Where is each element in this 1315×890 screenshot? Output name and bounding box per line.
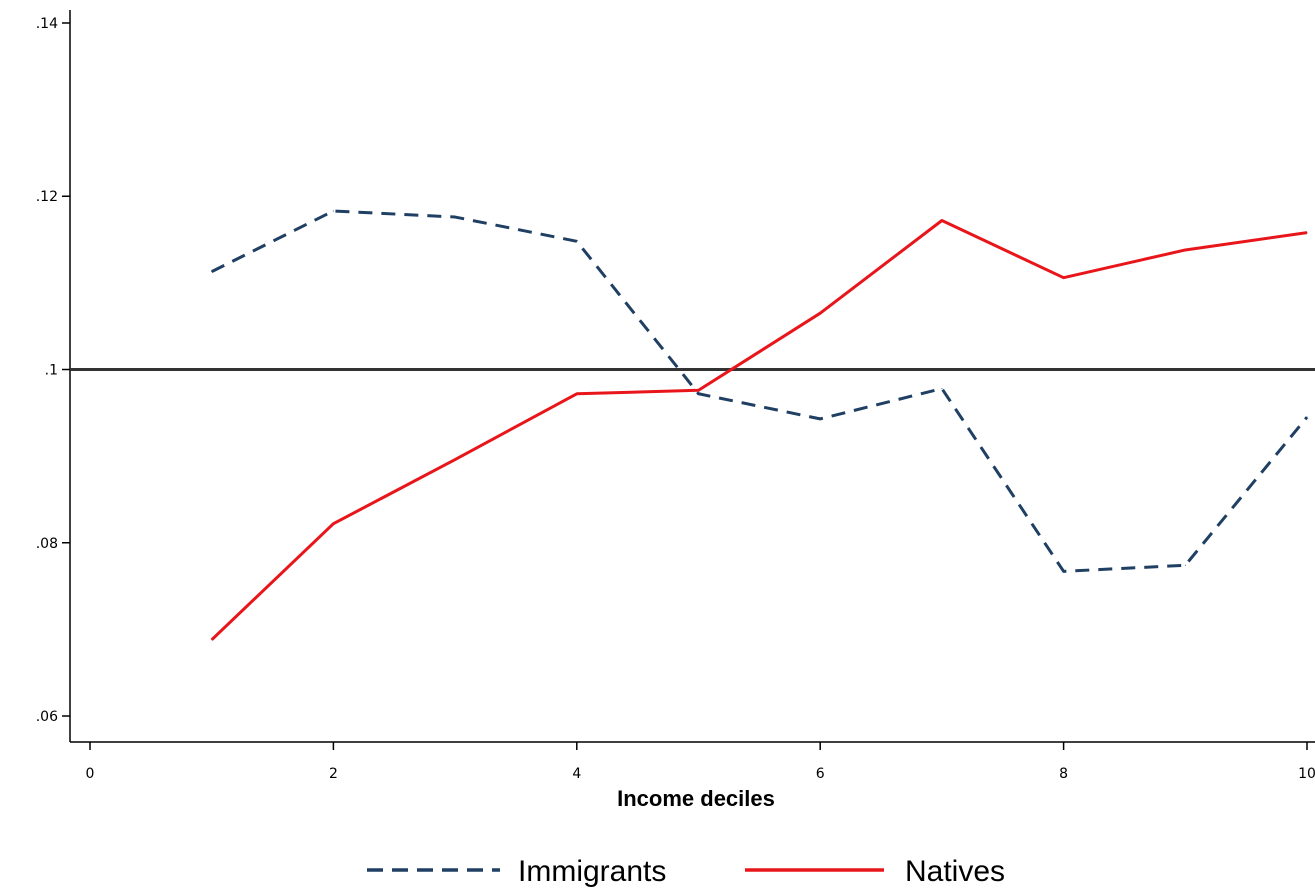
y-tick-label: .14 — [36, 16, 58, 32]
data-point-natives — [941, 220, 943, 222]
x-tick-label: 4 — [572, 766, 581, 782]
data-point-immigrants — [211, 271, 213, 273]
x-axis-title: Income deciles — [617, 786, 775, 811]
data-point-natives — [332, 523, 334, 525]
data-point-immigrants — [819, 418, 821, 420]
legend-label-natives: Natives — [905, 855, 1005, 888]
x-ticks: 0 2 4 6 8 10 — [86, 742, 1315, 782]
legend: Immigrants Natives — [367, 855, 1005, 888]
y-ticks: .06 .08 .1 .12 .14 — [36, 16, 70, 725]
data-point-natives — [454, 459, 456, 461]
data-point-natives — [576, 393, 578, 395]
data-point-immigrants — [1063, 570, 1065, 572]
x-tick-label: 6 — [816, 766, 825, 782]
series-line-natives — [210, 219, 1308, 641]
x-tick-label: 0 — [86, 766, 95, 782]
series-lines — [210, 209, 1309, 641]
data-point-natives — [1306, 232, 1308, 234]
data-point-immigrants — [332, 210, 334, 212]
data-point-natives — [211, 639, 213, 641]
axes — [69, 10, 1315, 743]
data-point-natives — [1184, 249, 1186, 251]
data-point-immigrants — [941, 388, 943, 390]
data-point-immigrants — [454, 216, 456, 218]
x-tick-label: 2 — [329, 766, 338, 782]
series-line-immigrants — [211, 209, 1309, 573]
y-tick-label: .06 — [36, 709, 58, 725]
data-point-immigrants — [576, 240, 578, 242]
x-tick-label: 8 — [1059, 766, 1068, 782]
y-tick-label: .08 — [36, 536, 58, 552]
data-point-natives — [698, 389, 699, 391]
y-tick-label: .12 — [36, 189, 58, 205]
data-point-immigrants — [698, 393, 699, 395]
data-point-natives — [1063, 277, 1065, 279]
data-point-immigrants — [1306, 416, 1308, 418]
data-point-immigrants — [1184, 564, 1186, 566]
data-point-natives — [819, 312, 821, 314]
legend-label-immigrants: Immigrants — [518, 855, 666, 888]
x-tick-label: 10 — [1298, 766, 1315, 782]
y-tick-label: .1 — [45, 363, 58, 379]
